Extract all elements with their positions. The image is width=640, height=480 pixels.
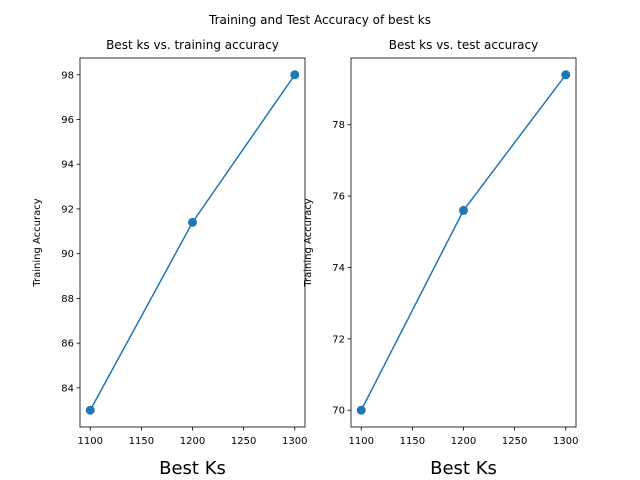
- chart-1-y-axis-label: Training Accuracy: [32, 198, 43, 287]
- chart-1-y-tick-label: 86: [61, 339, 74, 350]
- chart-2-y-tick-label: 74: [332, 263, 345, 274]
- chart-2-y-tick-label: 78: [332, 120, 345, 131]
- chart-1-x-axis-label: Best Ks: [159, 458, 226, 479]
- chart-1-y-tick-label: 96: [61, 115, 74, 126]
- chart-1-y-tick-label: 84: [61, 383, 74, 394]
- chart-2-y-tick-label: 72: [332, 334, 345, 345]
- chart-2-x-tick-label: 1100: [349, 436, 374, 447]
- chart-1-x-tick-label: 1250: [231, 436, 256, 447]
- chart-1-x-tick-label: 1300: [282, 436, 307, 447]
- chart-2-y-axis-label: Training Accuracy: [303, 198, 314, 287]
- chart-1-x-tick-label: 1200: [180, 436, 205, 447]
- chart-2-x-tick-label: 1300: [553, 436, 578, 447]
- chart-2-data-point: [356, 405, 366, 415]
- chart-2-x-tick-label: 1250: [502, 436, 527, 447]
- chart-1-data-point: [188, 217, 197, 227]
- chart-1-data-point: [85, 405, 95, 415]
- chart-1-x-tick-label: 1100: [78, 436, 103, 447]
- chart-2-y-tick-label: 76: [332, 192, 345, 203]
- chart-1-x-tick-label: 1150: [129, 436, 154, 447]
- chart-1-title: Best ks vs. training accuracy: [106, 38, 279, 52]
- chart-1-y-tick-label: 94: [61, 160, 74, 171]
- chart-2-x-axis-label: Best Ks: [430, 458, 497, 479]
- test-accuracy-chart: Best ks vs. test accuracy 1100 1150 1200 125…: [303, 38, 578, 479]
- chart-2-x-tick-label: 1200: [451, 436, 476, 447]
- chart-2-y-tick-label: 70: [332, 406, 345, 417]
- chart-1-y-tick-label: 92: [61, 204, 74, 215]
- chart-1-data-point: [290, 70, 300, 80]
- chart-2-title: Best ks vs. test accuracy: [389, 38, 538, 52]
- chart-1-y-tick-label: 88: [61, 294, 74, 305]
- chart-1-y-tick-label: 98: [61, 70, 74, 81]
- training-accuracy-chart: Best ks vs. training accuracy 1100 1150 120…: [32, 38, 307, 479]
- chart-2-data-point: [561, 70, 571, 80]
- chart-1-y-tick-label: 90: [61, 249, 74, 260]
- figure-suptitle: Training and Test Accuracy of best ks: [208, 13, 431, 27]
- chart-2-x-tick-label: 1150: [400, 436, 425, 447]
- chart-2-data-point: [459, 205, 468, 215]
